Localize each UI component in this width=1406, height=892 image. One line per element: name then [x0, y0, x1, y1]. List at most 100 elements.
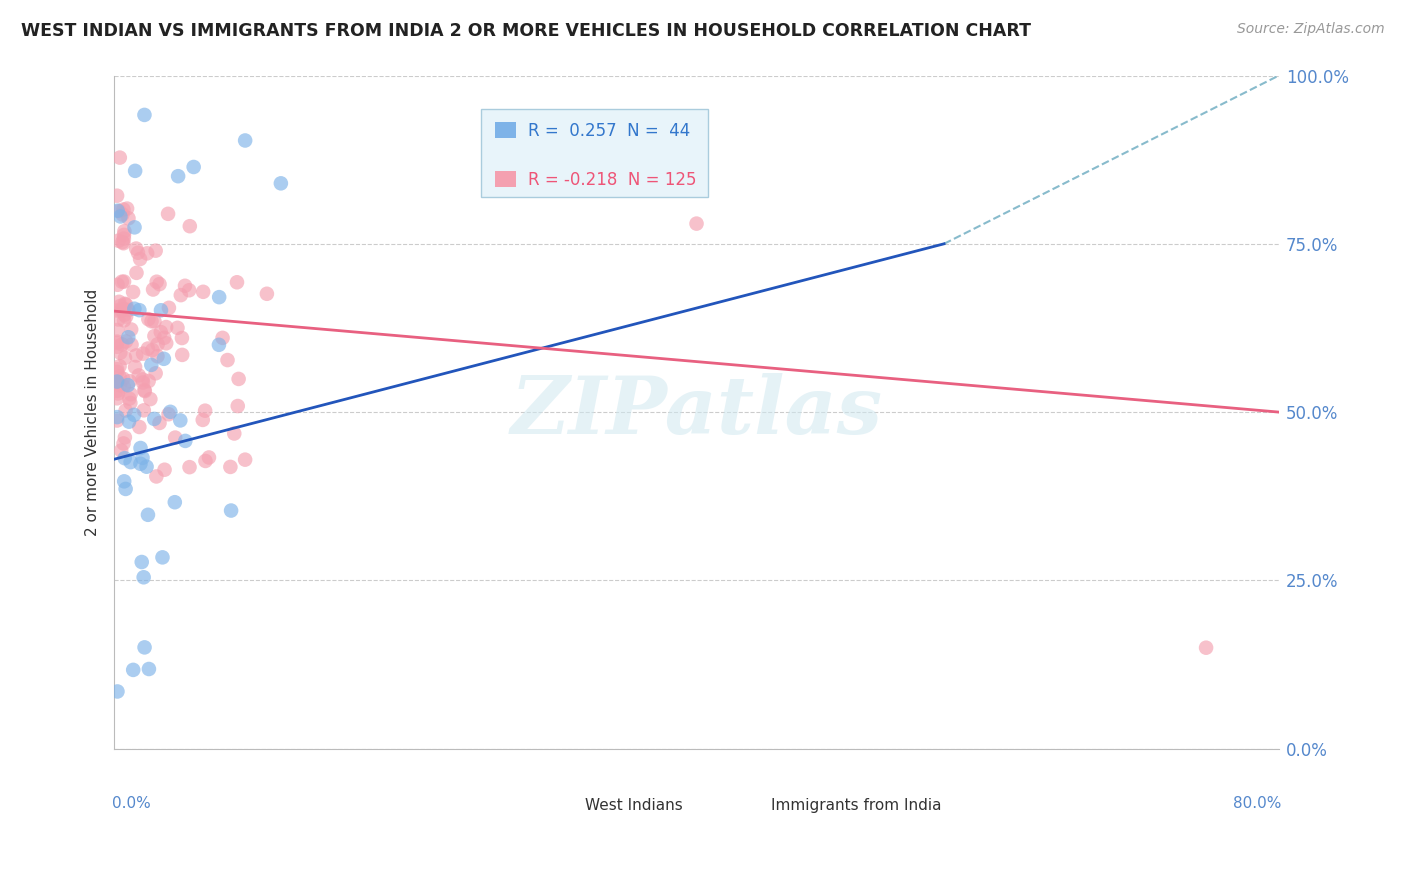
Point [131, 450, 153, 465]
Bar [557, 798, 575, 813]
Point [129, 457, 152, 471]
Point [122, 285, 145, 299]
Point [108, 204, 131, 219]
Point [110, 345, 132, 359]
Point [157, 301, 180, 315]
Point [134, 384, 156, 398]
Point [145, 244, 167, 258]
Point [107, 386, 129, 401]
Point [105, 384, 128, 398]
Point [148, 277, 170, 292]
Point [211, 331, 233, 345]
Point [124, 220, 146, 235]
Point [111, 207, 134, 221]
Point [110, 443, 132, 458]
Point [198, 450, 221, 465]
Point [111, 235, 134, 249]
Point [122, 408, 145, 422]
Point [136, 342, 159, 356]
Point [108, 359, 131, 374]
Point [166, 321, 188, 335]
Point [112, 275, 135, 289]
Point [170, 331, 193, 345]
Point [148, 416, 170, 430]
Point [108, 151, 131, 165]
Point [142, 283, 165, 297]
Point [135, 459, 157, 474]
Point [120, 322, 142, 336]
Point [138, 662, 160, 676]
Point [138, 312, 160, 326]
Point [114, 308, 136, 322]
Point [270, 177, 292, 191]
Point [194, 454, 217, 468]
Bar [495, 171, 516, 186]
Point [226, 275, 249, 289]
Point [217, 353, 239, 368]
Text: Immigrants from India: Immigrants from India [770, 798, 942, 814]
Point [125, 348, 148, 362]
Point [208, 338, 231, 352]
Point [117, 330, 139, 344]
Point [105, 323, 128, 337]
Bar [495, 122, 516, 138]
Point [157, 207, 180, 221]
Point [136, 246, 159, 260]
Point [685, 217, 707, 231]
Text: Source: ZipAtlas.com: Source: ZipAtlas.com [1237, 22, 1385, 37]
Point [107, 203, 129, 218]
Point [139, 392, 162, 406]
Point [228, 372, 250, 386]
Point [105, 376, 128, 391]
Point [114, 403, 136, 417]
Point [105, 365, 128, 379]
Point [105, 303, 128, 318]
Point [112, 202, 135, 217]
Point [167, 169, 190, 184]
Point [145, 275, 167, 289]
Point [118, 415, 141, 429]
Point [136, 508, 159, 522]
Point [256, 286, 278, 301]
Point [110, 210, 132, 224]
Point [146, 337, 169, 351]
Point [111, 275, 134, 289]
Point [127, 245, 149, 260]
Text: West Indians: West Indians [585, 798, 682, 814]
Point [122, 663, 145, 677]
Point [118, 392, 141, 406]
Point [131, 555, 153, 569]
Text: ZIPatlas: ZIPatlas [510, 374, 883, 450]
Point [129, 252, 152, 266]
Point [132, 570, 155, 584]
Point [143, 412, 166, 426]
Point [108, 369, 131, 384]
Point [146, 349, 169, 363]
Point [143, 329, 166, 343]
Point [145, 366, 167, 380]
Point [143, 314, 166, 328]
Point [110, 303, 132, 318]
Text: 0.0%: 0.0% [112, 796, 150, 811]
Point [134, 383, 156, 397]
Point [112, 379, 135, 393]
Point [124, 164, 146, 178]
Point [105, 375, 128, 389]
Point [108, 378, 131, 392]
Point [105, 392, 128, 406]
Point [128, 303, 150, 318]
Point [132, 403, 155, 417]
Text: 80.0%: 80.0% [1233, 796, 1281, 811]
Point [233, 452, 256, 467]
Point [117, 378, 139, 392]
Point [163, 495, 186, 509]
Point [115, 297, 138, 311]
Point [107, 312, 129, 326]
Point [114, 482, 136, 496]
Point [114, 430, 136, 444]
Point [115, 310, 138, 324]
Point [108, 294, 131, 309]
Text: R = -0.218  N = 125: R = -0.218 N = 125 [527, 171, 696, 189]
Text: WEST INDIAN VS IMMIGRANTS FROM INDIA 2 OR MORE VEHICLES IN HOUSEHOLD CORRELATION: WEST INDIAN VS IMMIGRANTS FROM INDIA 2 O… [21, 22, 1031, 40]
Point [112, 371, 135, 385]
